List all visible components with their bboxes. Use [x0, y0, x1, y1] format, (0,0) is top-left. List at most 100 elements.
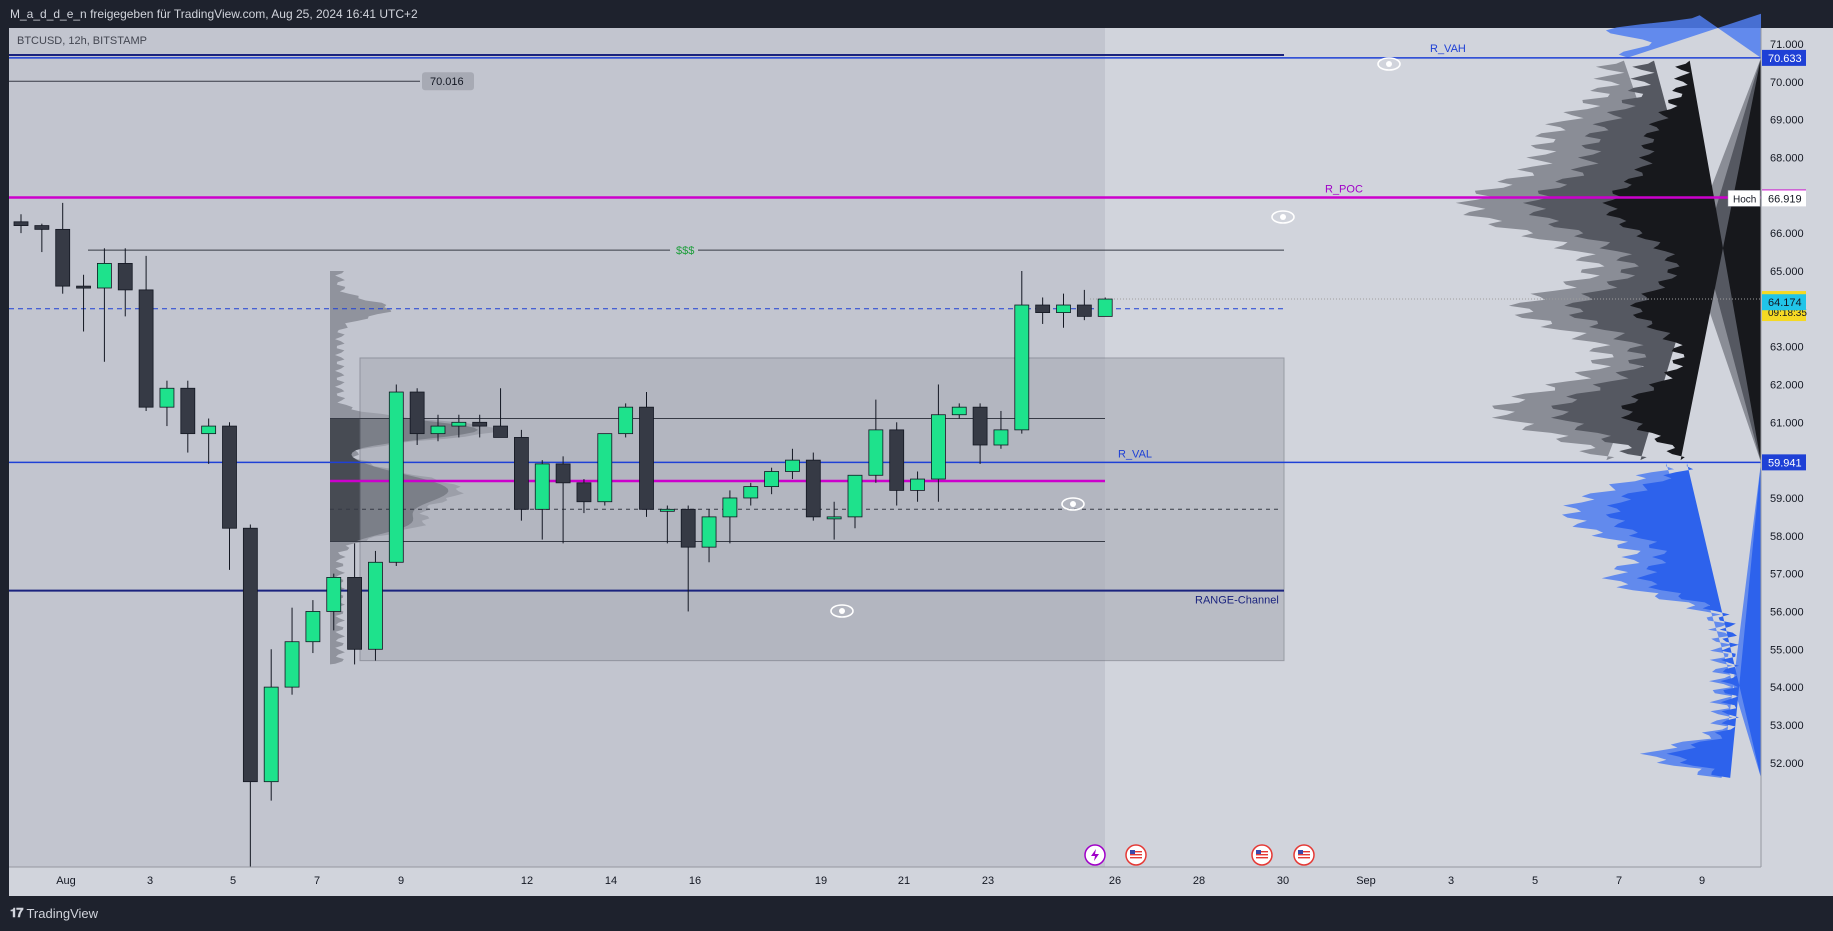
candle-body — [409, 391, 425, 435]
price-label-text: 70.633 — [1768, 53, 1802, 65]
flag-stripe — [1130, 854, 1142, 856]
candle — [55, 202, 71, 294]
candle — [76, 274, 91, 332]
countdown-text: 09:18:35 — [1768, 308, 1807, 319]
price-tag-text: Hoch — [1733, 194, 1756, 205]
candle-body — [493, 425, 508, 438]
price-label-text: 64.174 — [1768, 297, 1802, 309]
price-tick-label: 66.000 — [1770, 228, 1804, 240]
share-caption: M_a_d_d_e_n freigegeben für TradingView.… — [0, 0, 1833, 28]
candle-body — [597, 433, 613, 503]
visibility-icons — [830, 57, 1401, 618]
eye-icon — [1271, 210, 1295, 224]
flag-stripe — [1130, 851, 1142, 853]
tradingview-logo[interactable]: 𝟏𝟕 TradingView — [10, 905, 98, 921]
candle — [1056, 293, 1071, 328]
eye-outline — [1377, 57, 1401, 71]
candle-body — [972, 406, 988, 446]
time-tick-label: 14 — [605, 875, 617, 887]
candle — [1035, 297, 1051, 324]
level-label: 70.016 — [430, 76, 464, 88]
candle-body — [534, 463, 550, 510]
candle-body — [722, 497, 738, 518]
time-tick-label: 9 — [398, 875, 404, 887]
time-axis-corner — [1761, 867, 1833, 896]
candle-body — [785, 459, 800, 472]
candle — [1014, 270, 1030, 434]
candle-body — [284, 641, 300, 688]
candle — [639, 392, 654, 517]
price-tag-bg — [1727, 190, 1761, 207]
candle — [972, 403, 988, 464]
eye-icon — [1061, 497, 1085, 511]
price-tick-label: 71.000 — [1770, 39, 1804, 51]
time-tick-label: 3 — [147, 875, 153, 887]
candle — [764, 467, 779, 495]
candle-body — [138, 289, 154, 408]
event-markers — [1084, 844, 1315, 866]
candles — [13, 202, 1113, 867]
candle-body — [889, 429, 905, 491]
time-tick-label: 9 — [1699, 875, 1705, 887]
candle — [430, 414, 446, 442]
price-tick-label: 69.000 — [1770, 115, 1804, 127]
candle — [1097, 297, 1113, 317]
candle-body — [743, 486, 759, 499]
candle-body — [159, 387, 175, 408]
candle — [597, 433, 613, 506]
candle-body — [1056, 304, 1071, 313]
candle — [889, 422, 905, 506]
time-tick-label: 21 — [898, 875, 910, 887]
eye-icon — [830, 604, 854, 618]
candle-body — [701, 516, 717, 548]
time-tick-label: 28 — [1193, 875, 1205, 887]
flag-stripe — [1298, 851, 1310, 853]
level-lines: R_VAH R_POC R_VAL RANGE-Channel $$$ 70.016 — [9, 43, 1761, 607]
flag-stripe — [1256, 854, 1268, 856]
price-label: 66.919 Hoch — [1727, 190, 1806, 207]
candle-body — [576, 482, 592, 503]
candle — [618, 403, 634, 438]
candle-body — [1097, 298, 1113, 317]
price-tick-label: 61.000 — [1770, 417, 1804, 429]
price-labels: 70.63366.94366.919Hoch64.25809:18:3564.1… — [1727, 49, 1807, 471]
time-tick-label: 30 — [1277, 875, 1289, 887]
profile-below-val-core — [1605, 462, 1761, 778]
candle-body — [117, 263, 133, 291]
candle — [1076, 289, 1092, 321]
candle — [534, 460, 550, 540]
profile-value-area — [1455, 57, 1761, 463]
candle-body — [931, 414, 946, 480]
level-tag-bg — [422, 72, 474, 91]
time-tick-label: Sep — [1356, 875, 1376, 887]
time-tick-label: 5 — [1532, 875, 1538, 887]
level-label: R_VAL — [1118, 448, 1152, 460]
price-tick-label: 52.000 — [1770, 758, 1804, 770]
candle-body — [826, 516, 842, 520]
time-tick-label: 23 — [982, 875, 994, 887]
price-tick-label: 53.000 — [1770, 720, 1804, 732]
price-label: 70.633 — [1762, 49, 1806, 66]
candle-body — [368, 561, 383, 650]
price-tick-label: 57.000 — [1770, 569, 1804, 581]
candle-body — [1014, 304, 1030, 431]
candle-body — [222, 425, 237, 529]
candle — [34, 223, 50, 253]
tradingview-logo-label: TradingView — [26, 905, 99, 921]
symbol-legend[interactable]: BTCUSD, 12h, BITSTAMP — [17, 35, 147, 47]
candle — [222, 422, 237, 570]
candle-body — [263, 686, 279, 783]
price-label-bg — [1762, 294, 1806, 311]
candle — [13, 214, 29, 234]
candle — [722, 490, 738, 544]
candle-body — [659, 508, 675, 512]
candle — [951, 403, 967, 419]
candle-body — [201, 425, 217, 435]
candle — [826, 501, 842, 540]
us-flag-event-icon — [1251, 844, 1273, 866]
candle — [701, 509, 717, 563]
candle — [931, 384, 946, 502]
candle-body — [993, 429, 1009, 446]
level-label: $$$ — [676, 245, 694, 257]
